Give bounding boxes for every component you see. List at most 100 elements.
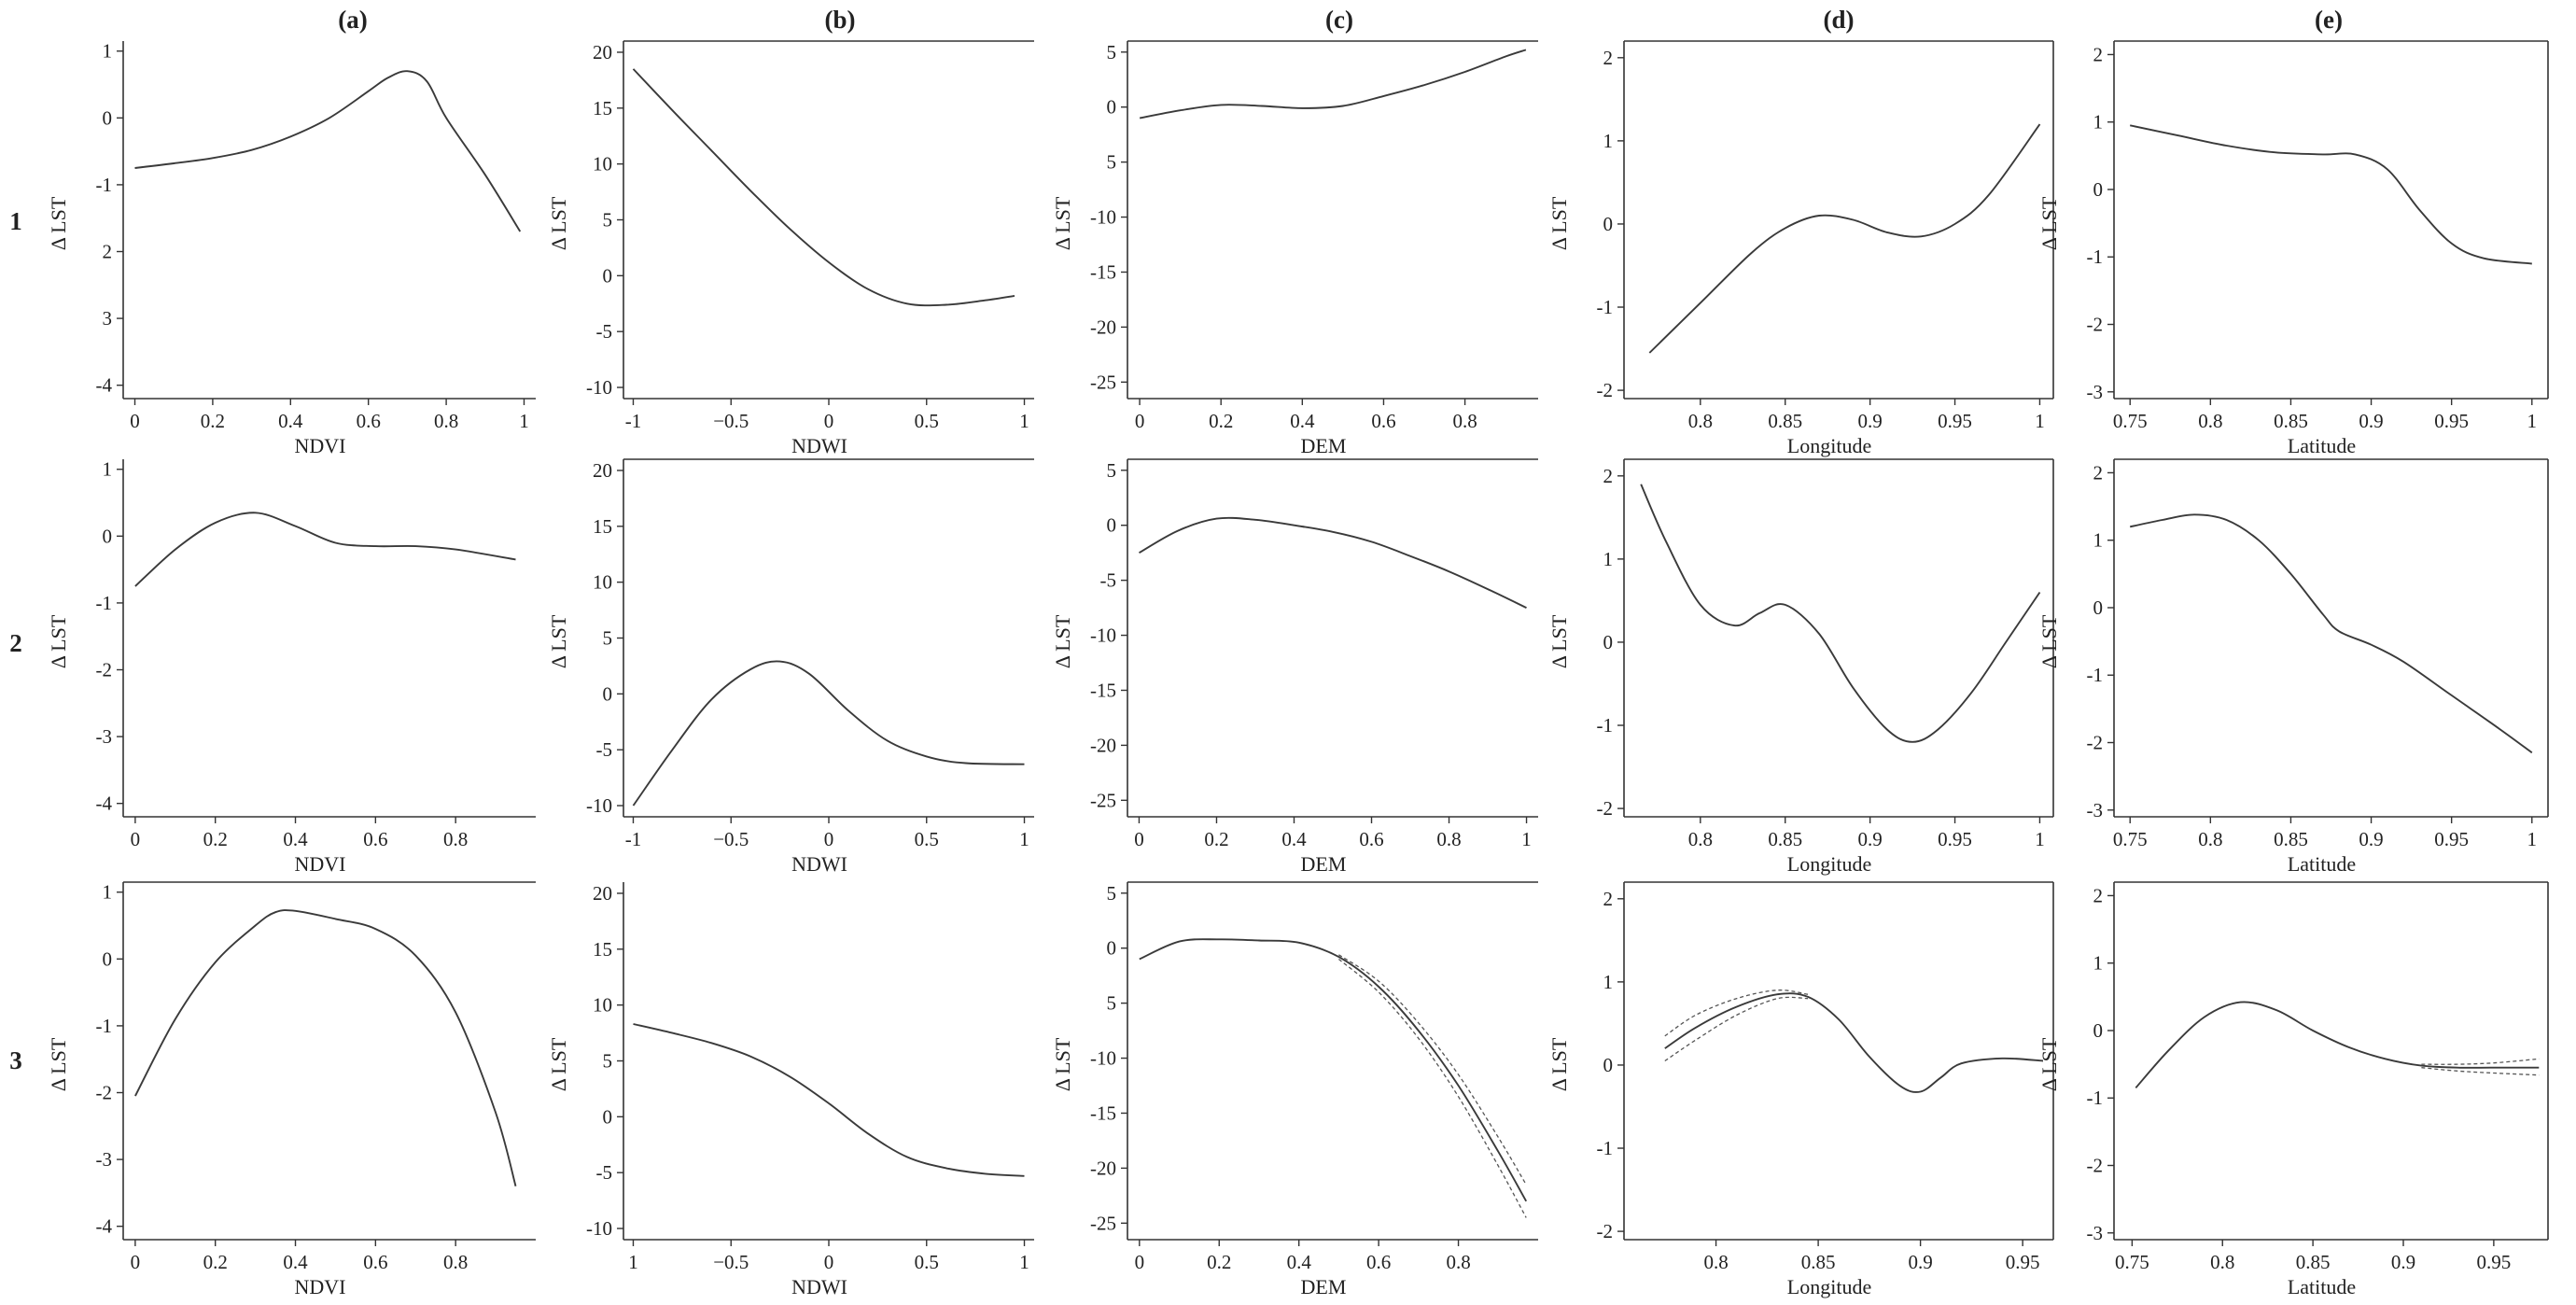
y-tick-label: 2 [1603, 465, 1614, 487]
y-tick-label: 0 [1107, 937, 1117, 960]
x-axis-title: NDWI [791, 434, 847, 457]
series-line-lower [1664, 996, 1809, 1062]
y-axis-title: Δ LST [1547, 1037, 1571, 1091]
y-tick-label: -1 [1597, 714, 1614, 737]
y-tick-label: 20 [593, 41, 612, 63]
y-tick-label: 1 [103, 458, 113, 481]
x-tick-label: 1 [2527, 828, 2538, 850]
y-tick-label: 1 [1603, 130, 1614, 152]
y-tick-label: -25 [1090, 371, 1116, 393]
x-tick-label: 0 [131, 1251, 141, 1273]
y-tick-label: 0 [1107, 96, 1117, 119]
panel-3a: 1 0 -1 -2 -3 -4 0 0.2 0.4 0.6 0.8 NDVI Δ LST [47, 881, 536, 1298]
y-tick-label: -5 [596, 1161, 613, 1184]
series-line-lower [1337, 958, 1527, 1218]
x-tick-label: −0.5 [713, 1251, 749, 1273]
y-tick-label: 2 [2093, 884, 2104, 906]
y-tick-label: 0 [103, 106, 113, 129]
x-tick-label: 0.9 [1858, 828, 1883, 850]
y-tick-label: 3 [103, 307, 113, 330]
y-axis-title: Δ LST [47, 614, 70, 668]
x-tick-label: 0.85 [1768, 828, 1802, 850]
series-line-fit [1648, 123, 2041, 354]
y-tick-label: 5 [1107, 41, 1117, 63]
y-axis-title: Δ LST [1547, 614, 1571, 668]
y-tick-label: -10 [1090, 206, 1116, 229]
x-tick-label: 0 [1134, 828, 1144, 850]
x-tick-label: 0.8 [2198, 410, 2222, 432]
x-tick-label: −0.5 [713, 828, 749, 850]
y-tick-label: 2 [1603, 888, 1614, 910]
panel-2b: 20 15 10 5 0 -5 -10 -1 −0.5 0 0.5 1 NDWI Δ LST [547, 458, 1034, 876]
y-tick-label: 2 [103, 241, 113, 263]
row-label-1: 1 [9, 207, 22, 235]
series-line-fit [1139, 516, 1527, 609]
y-tick-label: 15 [593, 515, 612, 538]
x-tick-label: 0.75 [2115, 1251, 2149, 1273]
x-tick-label: 0.95 [1938, 828, 1972, 850]
x-tick-label: 0.6 [1371, 410, 1395, 432]
x-tick-label: 0.8 [2210, 1251, 2234, 1273]
y-tick-label: -10 [1090, 624, 1116, 647]
y-tick-label: -1 [1597, 1137, 1614, 1159]
y-tick-label: 0 [603, 264, 613, 287]
x-tick-label: 0 [1135, 410, 1145, 432]
series-line-fit [134, 70, 522, 232]
panel-3c: 5 0 5 -10 -15 -20 -25 0 0.2 0.4 0.6 0.8 DEM Δ LST [1051, 881, 1538, 1298]
y-tick-label: -1 [96, 592, 113, 614]
y-axis-title: Δ LST [47, 1037, 70, 1091]
panel-2d: 2 1 0 -1 -2 0.8 0.85 0.9 0.95 1 Longitude Δ LST [1547, 458, 2054, 876]
y-tick-label: -10 [586, 376, 612, 399]
x-axis-title: Longitude [1787, 1275, 1871, 1298]
x-axis-title: Latitude [2288, 852, 2356, 876]
x-tick-label: 0.6 [363, 1251, 387, 1273]
y-axis-title: Δ LST [1051, 1037, 1074, 1091]
x-tick-label: 0.95 [2006, 1251, 2040, 1273]
x-tick-label: 0.8 [434, 410, 458, 432]
panel-3d: 2 1 0 -1 -2 0.8 0.85 0.9 0.95 Longitude Δ LST [1547, 881, 2054, 1298]
x-tick-label: 0.5 [915, 1251, 939, 1273]
x-tick-label: 0.4 [283, 828, 308, 850]
panel-3e: 2 1 0 -1 -2 -3 0.75 0.8 0.85 0.9 0.95 Latitude Δ LST [2037, 881, 2549, 1298]
y-tick-label: 0 [603, 1105, 613, 1128]
y-tick-label: 5 [603, 1050, 613, 1073]
x-tick-label: 0.9 [1908, 1251, 1932, 1273]
x-tick-label: 0.8 [1446, 1251, 1470, 1273]
x-tick-label: 0.6 [357, 410, 381, 432]
x-tick-label: 0.8 [443, 828, 468, 850]
x-tick-label: 1 [2035, 828, 2045, 850]
y-tick-label: -1 [2087, 1087, 2104, 1109]
y-axis-title: Δ LST [2037, 614, 2061, 668]
x-tick-label: 1 [2527, 410, 2538, 432]
y-tick-label: 0 [2093, 1019, 2104, 1042]
y-tick-label: -2 [2087, 314, 2104, 336]
x-tick-label: 0.85 [1768, 410, 1802, 432]
panel-3b: 20 15 10 5 0 -5 -10 1 −0.5 0 0.5 1 NDWI Δ LST [547, 882, 1034, 1298]
y-tick-label: -20 [1090, 316, 1116, 338]
series-line-fit [632, 68, 1015, 307]
series-line-fit [632, 660, 1025, 807]
x-tick-label: 0.75 [2113, 828, 2148, 850]
series-line-fit [2130, 124, 2532, 265]
y-tick-label: -20 [1090, 734, 1116, 756]
row-label-3: 3 [9, 1046, 22, 1074]
x-tick-label: 0.6 [1366, 1251, 1391, 1273]
y-tick-label: 2 [2093, 461, 2104, 484]
x-tick-label: 0 [131, 828, 141, 850]
y-tick-label: 10 [593, 571, 612, 594]
y-tick-label: 20 [593, 459, 612, 482]
panel-1c: 5 0 5 -10 -15 -20 -25 0 0.2 0.4 0.6 0.8 DEM Δ LST [1051, 40, 1538, 457]
x-axis-title: NDVI [295, 1275, 346, 1298]
y-tick-label: 0 [603, 682, 613, 705]
y-tick-label: 0 [2093, 178, 2104, 201]
y-tick-label: 1 [2093, 529, 2104, 552]
series-line-upper [1664, 989, 1809, 1037]
y-tick-label: 1 [1603, 971, 1614, 993]
series-line-fit [1139, 49, 1527, 119]
x-axis-title: DEM [1301, 852, 1347, 876]
y-tick-label: -2 [2087, 732, 2104, 754]
x-tick-label: 0.8 [1703, 1251, 1728, 1273]
x-axis-title: NDVI [295, 434, 346, 457]
x-axis-title: Latitude [2288, 1275, 2356, 1298]
y-tick-label: -3 [96, 725, 113, 748]
